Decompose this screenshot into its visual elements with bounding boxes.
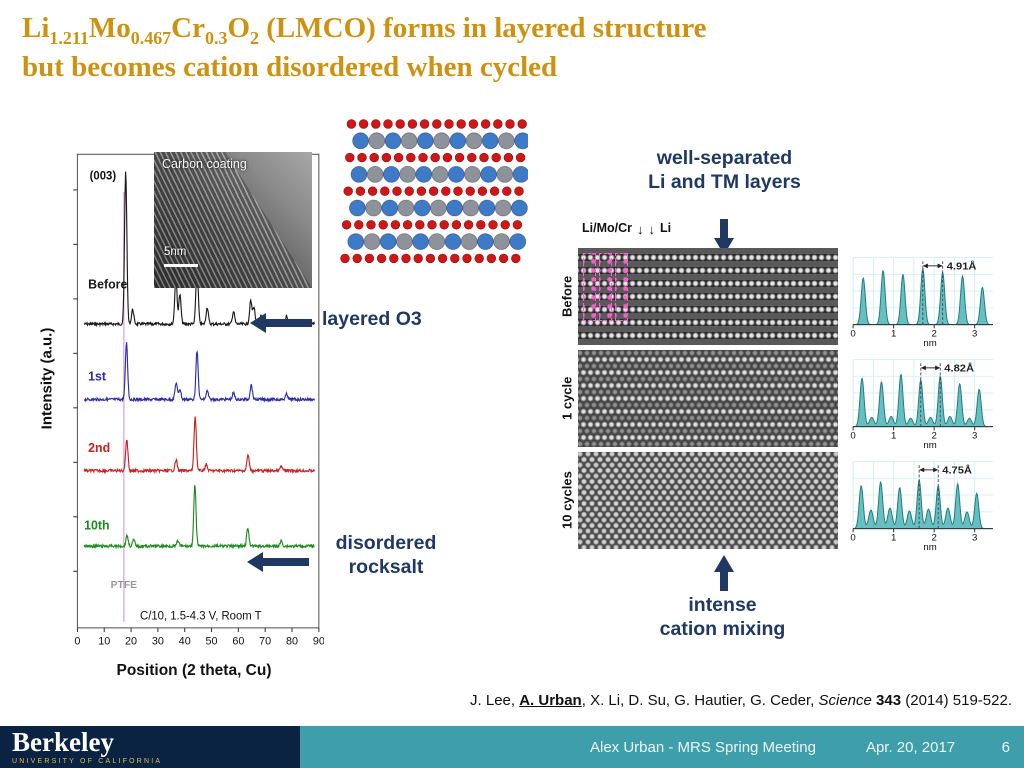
stem-panel: Li/Mo/Cr ↓ ↓ Li Before 1 cycle 10 cycles (556, 221, 838, 554)
block-arrow-left-icon (250, 312, 312, 334)
li-label: Li (660, 221, 672, 235)
slide-number: 6 (1001, 738, 1010, 756)
svg-text:C/10, 1.5-4.3 V, Room T: C/10, 1.5-4.3 V, Room T (140, 610, 262, 622)
svg-text:50: 50 (206, 636, 218, 648)
down-arrow-icon: ↓ (637, 222, 644, 237)
svg-text:30: 30 (152, 636, 164, 648)
stem-row-label: 1 cycle (559, 376, 575, 421)
svg-text:4.75Å: 4.75Å (942, 464, 972, 476)
footer: Berkeley UNIVERSITY OF CALIFORNIA Alex U… (0, 726, 1024, 768)
svg-text:0: 0 (850, 329, 855, 339)
svg-text:3: 3 (972, 431, 977, 441)
cation-mixing-label: intense cation mixing (659, 594, 786, 641)
well-separated-label: well-separated Li and TM layers (648, 147, 801, 194)
li-column-highlight (583, 253, 628, 321)
stem-column-labels: Li/Mo/Cr ↓ ↓ Li (582, 221, 671, 237)
svg-text:80: 80 (286, 636, 298, 648)
stem-row-10cycles: 10 cycles (556, 452, 838, 549)
stem-row-label: Before (559, 275, 575, 318)
stem-image-10cycles (578, 452, 838, 549)
stem-row-label: 10 cycles (559, 471, 575, 530)
svg-text:1st: 1st (88, 370, 106, 384)
block-arrow-up-icon (713, 555, 735, 591)
svg-text:10th: 10th (84, 518, 109, 532)
stem-row-1cycle: 1 cycle (556, 350, 838, 447)
svg-text:1: 1 (891, 431, 896, 441)
svg-text:40: 40 (179, 636, 191, 648)
svg-text:PTFE: PTFE (111, 580, 137, 591)
svg-text:nm: nm (923, 338, 937, 347)
profile-before: 0 1 2 3 nm 4.91Å (846, 250, 998, 347)
disordered-rocksalt-label: disordered rocksalt (335, 532, 437, 579)
footer-date: Apr. 20, 2017 (865, 738, 956, 756)
svg-text:(003): (003) (90, 170, 117, 182)
li-mo-cr-label: Li/Mo/Cr (582, 221, 632, 235)
svg-text:4.82Å: 4.82Å (944, 362, 974, 374)
title-line-2: but becomes cation disordered when cycle… (22, 51, 558, 84)
svg-text:2nd: 2nd (88, 441, 110, 455)
intensity-profiles: 0 1 2 3 nm 4.91Å 0 1 2 3 nm 4.82Å 0 1 2 3 nm 4.75Å (846, 250, 998, 556)
svg-text:90: 90 (313, 636, 324, 648)
stem-row-before: Before (556, 248, 838, 345)
svg-text:60: 60 (232, 636, 244, 648)
layered-o3-label: layered O3 (322, 308, 422, 330)
profile-10cycles: 0 1 2 3 nm 4.75Å (846, 454, 998, 551)
svg-text:20: 20 (125, 636, 137, 648)
slide-title: Li1.211Mo0.467Cr0.3O2 (LMCO) forms in la… (22, 10, 1002, 86)
profile-1cycle: 0 1 2 3 nm 4.82Å (846, 352, 998, 449)
svg-text:3: 3 (972, 533, 977, 543)
svg-text:1: 1 (891, 329, 896, 339)
scale-bar (164, 264, 198, 267)
svg-text:2: 2 (931, 329, 936, 339)
block-arrow-left-icon (247, 551, 309, 573)
block-arrow-down-icon (713, 219, 735, 255)
svg-text:nm: nm (923, 440, 937, 449)
lattice-fringes (154, 152, 312, 288)
svg-text:2: 2 (931, 533, 936, 543)
footer-bar: Alex Urban - MRS Spring Meeting Apr. 20,… (300, 726, 1024, 768)
svg-text:0: 0 (850, 533, 855, 543)
svg-text:0: 0 (74, 636, 80, 648)
berkeley-subtitle: UNIVERSITY OF CALIFORNIA (12, 758, 163, 765)
citation: J. Lee, A. Urban, X. Li, D. Su, G. Hauti… (470, 692, 1012, 709)
svg-text:1: 1 (891, 533, 896, 543)
scale-bar-label: 5nm (164, 246, 187, 258)
stem-image-before (578, 248, 838, 345)
svg-text:10: 10 (98, 636, 110, 648)
svg-text:70: 70 (259, 636, 271, 648)
down-arrow-icon: ↓ (648, 222, 656, 237)
stem-image-1cycle (578, 350, 838, 447)
svg-text:2: 2 (931, 431, 936, 441)
svg-text:3: 3 (972, 329, 977, 339)
svg-text:Before: Before (88, 277, 127, 291)
footer-meeting-text: Alex Urban - MRS Spring Meeting (590, 738, 816, 756)
svg-text:0: 0 (850, 431, 855, 441)
svg-text:4.91Å: 4.91Å (947, 260, 977, 272)
xrd-y-axis-label: Intensity (a.u.) (38, 327, 56, 430)
inset-label: Carbon coating (162, 157, 247, 171)
xrd-figure: Intensity (a.u.) 0 10 20 30 40 50 60 70 80 90 Befo… (38, 148, 342, 713)
title-line-1: Li1.211Mo0.467Cr0.3O2 (LMCO) forms in la… (22, 12, 707, 48)
berkeley-wordmark: Berkeley (12, 727, 114, 757)
berkeley-logo: Berkeley UNIVERSITY OF CALIFORNIA (0, 726, 300, 768)
svg-text:nm: nm (923, 542, 937, 551)
crystal-structure-image (340, 119, 528, 264)
tem-inset-image: Carbon coating 5nm (154, 152, 312, 288)
xrd-x-axis-label: Position (2 theta, Cu) (116, 662, 272, 679)
